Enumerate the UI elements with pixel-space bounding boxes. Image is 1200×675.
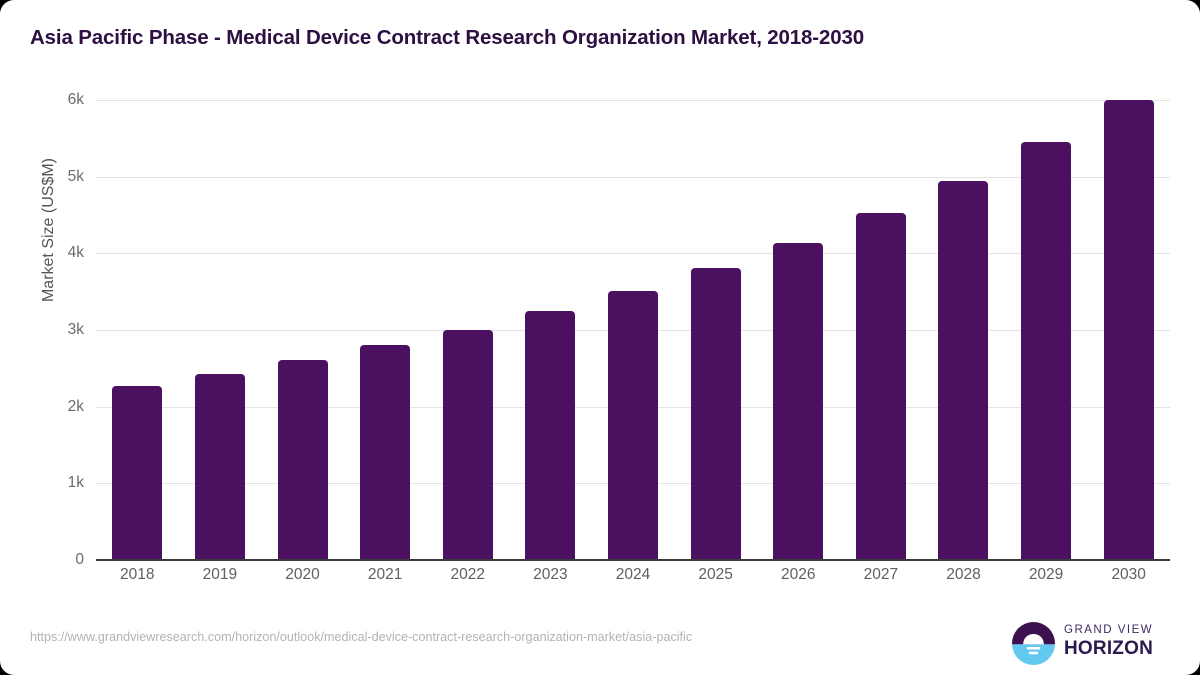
y-tick-label-4k: 4k [67,244,84,262]
bar-2026[interactable] [773,242,824,560]
bar-2028[interactable] [938,180,989,560]
plot-area [96,99,1170,560]
source-url[interactable]: https://www.grandviewresearch.com/horizo… [30,630,693,644]
x-tick-label-2020: 2020 [285,566,320,583]
x-tick-label-2026: 2026 [780,566,816,583]
page-title: Asia Pacific Phase - Medical Device Cont… [30,26,864,49]
y-tick-label-2k: 2k [67,397,84,415]
bar-2019[interactable] [194,374,245,560]
x-tick-label-2030: 2030 [1111,566,1146,583]
gridline [96,100,1170,101]
bar-2021[interactable] [360,345,411,560]
x-tick-label-2024: 2024 [615,566,651,583]
y-tick-label-3k: 3k [67,321,84,338]
logo-wordmark: GRAND VIEW HORIZON [1064,623,1174,660]
brand-logo: GRAND VIEW HORIZON [1012,621,1172,667]
x-tick-label-2022: 2022 [450,566,485,583]
x-axis-line [96,559,1170,561]
logo-text-bottom: HORIZON [1064,638,1154,659]
bar-2025[interactable] [690,268,741,560]
gridline [96,176,1170,178]
bar-2029[interactable] [1021,141,1072,560]
x-tick-label-2018: 2018 [120,566,155,583]
x-tick-label-2028: 2028 [946,566,981,583]
bar-2020[interactable] [277,359,328,560]
y-tick-label-1k: 1k [67,474,84,492]
x-tick-label-2023: 2023 [533,566,568,583]
bar-2027[interactable] [855,212,906,560]
x-tick-label-2019: 2019 [202,566,238,583]
x-tick-label-2029: 2029 [1028,566,1064,583]
horizon-sun-icon [1012,622,1055,665]
logo-text-top: GRAND VIEW [1064,624,1154,636]
x-tick-label-2021: 2021 [367,566,403,583]
y-axis-title: Market Size (US$M) [40,157,57,303]
bar-2030[interactable] [1103,99,1154,560]
gridline [96,253,1170,255]
x-tick-label-2025: 2025 [698,566,733,583]
bar-2024[interactable] [608,290,658,560]
y-tick-label-5k: 5k [67,167,84,185]
bar-2022[interactable] [442,330,493,560]
y-tick-label-6k: 6k [67,91,84,108]
bar-2018[interactable] [112,386,163,560]
x-tick-label-2027: 2027 [863,566,899,583]
bar-2023[interactable] [525,311,576,560]
y-tick-label-0: 0 [75,551,84,568]
